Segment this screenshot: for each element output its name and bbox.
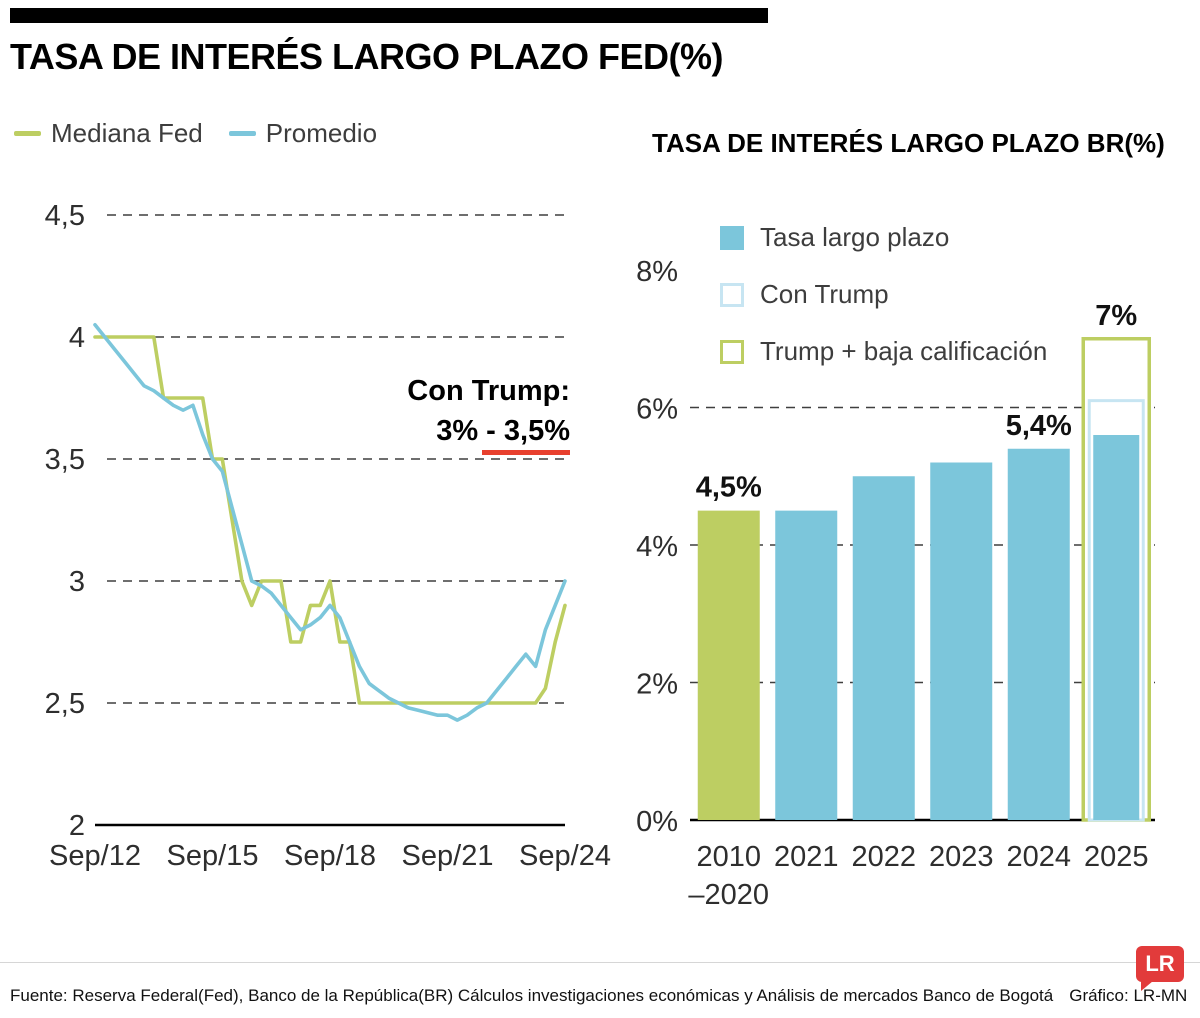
br-legend-item-trump-baja: Trump + baja calificación (720, 336, 1047, 367)
br-legend: Tasa largo plazo Con Trump Trump + baja … (720, 222, 1047, 367)
con-trump-swatch (720, 282, 744, 307)
svg-text:2021: 2021 (774, 841, 839, 873)
svg-text:0%: 0% (636, 806, 678, 838)
svg-text:2010: 2010 (696, 841, 761, 873)
page-title: TASA DE INTERÉS LARGO PLAZO FED(%) (10, 36, 724, 77)
title-bar (10, 8, 768, 23)
credit-text: Gráfico: LR-MN (1069, 986, 1188, 1005)
br-legend-item-tasa: Tasa largo plazo (720, 222, 1047, 253)
promedio-label: Promedio (265, 118, 378, 148)
svg-text:2,5: 2,5 (45, 688, 85, 720)
trump-baja-calificacion-swatch (720, 339, 744, 364)
svg-text:2024: 2024 (1006, 841, 1071, 873)
footer-divider (0, 962, 1200, 963)
svg-text:4: 4 (69, 322, 85, 354)
mediana-fed-line-swatch (14, 131, 41, 136)
con-trump-label: Con Trump (760, 279, 889, 309)
svg-text:Sep/15: Sep/15 (167, 840, 259, 872)
svg-text:2: 2 (69, 810, 85, 842)
trump-baja-calificacion-label: Trump + baja calificación (760, 336, 1048, 366)
svg-text:Sep/12: Sep/12 (49, 840, 141, 872)
svg-text:2022: 2022 (851, 841, 916, 873)
fed-legend-item-mediana: Mediana Fed (14, 118, 203, 149)
fed-legend-item-promedio: Promedio (228, 118, 378, 149)
svg-text:–2020: –2020 (688, 879, 769, 911)
lr-logo-text: LR (1145, 951, 1175, 976)
svg-text:6%: 6% (636, 394, 678, 426)
svg-text:4,5%: 4,5% (696, 472, 762, 504)
svg-text:2023: 2023 (929, 841, 994, 873)
footer: Fuente: Reserva Federal(Fed), Banco de l… (10, 986, 1187, 1006)
svg-text:Con Trump:: Con Trump: (407, 375, 570, 407)
svg-text:Sep/24: Sep/24 (519, 840, 611, 872)
svg-text:3% - 3,5%: 3% - 3,5% (436, 415, 570, 447)
svg-text:5,4%: 5,4% (1006, 410, 1072, 442)
br-legend-item-con-trump: Con Trump (720, 279, 1047, 310)
svg-text:3,5: 3,5 (45, 444, 85, 476)
svg-text:4,5: 4,5 (45, 200, 85, 232)
promedio-line-swatch (228, 131, 256, 136)
svg-text:2%: 2% (636, 669, 678, 701)
svg-text:4%: 4% (636, 531, 678, 563)
svg-text:2025: 2025 (1084, 841, 1149, 873)
tasa-largo-plazo-label: Tasa largo plazo (760, 222, 950, 252)
svg-text:Sep/21: Sep/21 (402, 840, 494, 872)
svg-text:7%: 7% (1095, 300, 1137, 332)
svg-text:8%: 8% (636, 256, 678, 288)
mediana-fed-label: Mediana Fed (51, 118, 203, 148)
fed-legend: Mediana Fed Promedio (14, 118, 391, 149)
svg-text:3: 3 (69, 566, 85, 598)
lr-logo: LR (1136, 946, 1184, 991)
tasa-largo-plazo-swatch (720, 225, 744, 250)
svg-text:Sep/18: Sep/18 (284, 840, 376, 872)
fed-line-chart: 2 2,5 3 3,5 4 4,5 Sep/12 Sep/15 Sep/18 Sep/21 Sep/… (45, 200, 611, 872)
br-chart-title: TASA DE INTERÉS LARGO PLAZO BR(%) (652, 128, 1165, 158)
source-text: Fuente: Reserva Federal(Fed), Banco de l… (10, 986, 1054, 1005)
